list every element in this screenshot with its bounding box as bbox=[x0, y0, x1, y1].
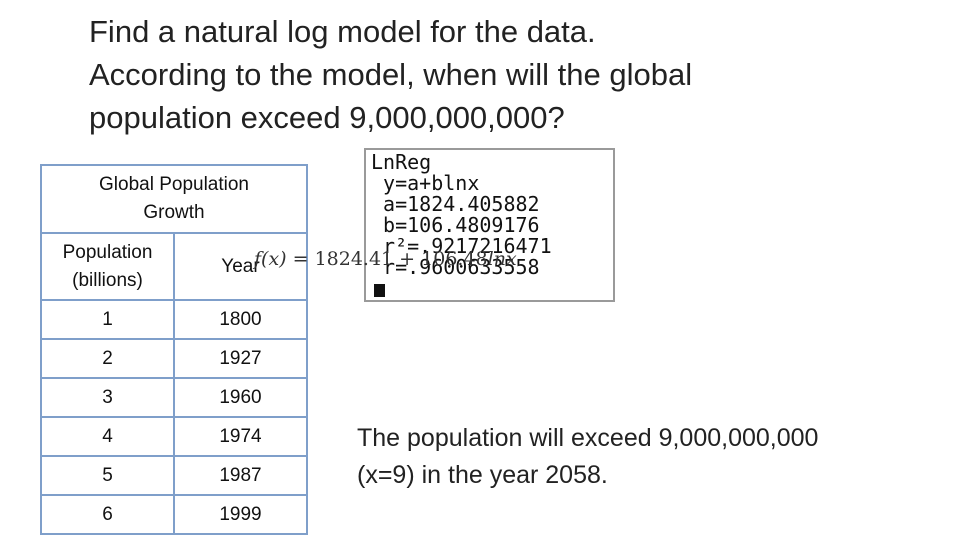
formula-tail: lnx bbox=[487, 248, 517, 270]
population-cell: 6 bbox=[40, 494, 175, 535]
answer-text: The population will exceed 9,000,000,000… bbox=[357, 420, 947, 494]
population-table: Global Population Growth Population (bil… bbox=[40, 164, 308, 535]
calc-line: y=a+blnx bbox=[371, 171, 480, 195]
calc-line: r²=.9217216471 bbox=[371, 234, 552, 258]
question-line: population exceed 9,000,000,000? bbox=[89, 100, 565, 135]
header-line: Year bbox=[221, 255, 260, 277]
question-line: Find a natural log model for the data. bbox=[89, 14, 596, 49]
calc-line: a=1824.405882 bbox=[371, 192, 540, 216]
answer-line: The population will exceed 9,000,000,000 bbox=[357, 424, 819, 452]
table-row: 4 1974 bbox=[40, 416, 308, 457]
year-cell: 1960 bbox=[173, 377, 308, 418]
calc-line: b=106.4809176 bbox=[371, 213, 540, 237]
header-line: (billions) bbox=[72, 269, 143, 291]
regression-formula: f(x) = 1824.41 + 106.48lnx bbox=[254, 248, 517, 270]
year-cell: 1999 bbox=[173, 494, 308, 535]
table-title: Global Population Growth bbox=[40, 164, 308, 234]
population-cell: 1 bbox=[40, 299, 175, 340]
calculator-screen: LnReg y=a+blnx a=1824.405882 b=106.48091… bbox=[364, 148, 615, 302]
table-row: 3 1960 bbox=[40, 377, 308, 418]
table-title-line: Growth bbox=[143, 202, 205, 223]
column-header-year: Year bbox=[173, 232, 308, 301]
population-cell: 3 bbox=[40, 377, 175, 418]
calc-line: r=.9600633558 bbox=[371, 255, 540, 279]
question-line: According to the model, when will the gl… bbox=[89, 57, 693, 92]
calculator-output: LnReg y=a+blnx a=1824.405882 b=106.48091… bbox=[371, 152, 552, 278]
year-cell: 1800 bbox=[173, 299, 308, 340]
year-cell: 1974 bbox=[173, 416, 308, 457]
formula-rhs: = 1824.41 + 106.48 bbox=[286, 248, 488, 270]
question-text: Find a natural log model for the data. A… bbox=[89, 10, 909, 139]
header-line: Population bbox=[62, 241, 153, 263]
table-row: 5 1987 bbox=[40, 455, 308, 496]
population-cell: 5 bbox=[40, 455, 175, 496]
answer-line: (x=9) in the year 2058. bbox=[357, 461, 608, 489]
calc-line: LnReg bbox=[371, 150, 432, 174]
column-header-population: Population (billions) bbox=[40, 232, 175, 301]
calculator-cursor bbox=[374, 284, 385, 297]
table-row: 1 1800 bbox=[40, 299, 308, 340]
table-title-line: Global Population bbox=[99, 174, 249, 195]
population-cell: 4 bbox=[40, 416, 175, 457]
population-cell: 2 bbox=[40, 338, 175, 379]
table-row: 2 1927 bbox=[40, 338, 308, 379]
year-cell: 1987 bbox=[173, 455, 308, 496]
formula-lhs: f(x) bbox=[254, 248, 287, 270]
table-row: 6 1999 bbox=[40, 494, 308, 535]
year-cell: 1927 bbox=[173, 338, 308, 379]
